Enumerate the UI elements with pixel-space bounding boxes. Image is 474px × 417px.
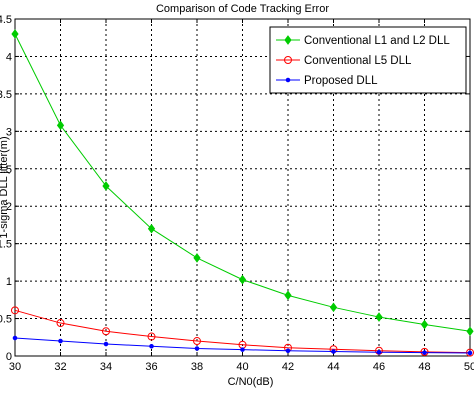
data-point-l1-l2-dll: [420, 319, 429, 330]
data-point-proposed-dll: [194, 346, 200, 351]
x-tick-label: 40: [236, 361, 248, 373]
data-point-proposed-dll: [149, 343, 154, 349]
data-point-l5-dll: [420, 347, 429, 356]
x-tick-label: 50: [464, 361, 474, 373]
x-tick-label: 48: [418, 361, 430, 373]
data-point-proposed-dll: [422, 350, 427, 355]
legend-marker-l5-dll: [284, 56, 292, 64]
y-tick-label: 4: [6, 51, 12, 63]
data-point-proposed-dll: [376, 349, 382, 355]
data-point-l5-dll: [193, 337, 201, 346]
y-axis-label: 1-sigma DLL jitter(m): [0, 136, 10, 238]
legend: Conventional L1 and L2 DLL Conventional L…: [269, 26, 467, 94]
legend-label-l1-l2-dll: Conventional L1 and L2 DLL: [304, 35, 450, 47]
y-tick-label: 3: [6, 126, 12, 138]
data-point-l5-dll: [102, 327, 110, 336]
x-tick-label: 46: [373, 361, 385, 373]
x-tick-label: 36: [145, 361, 157, 373]
x-tick-label: 30: [9, 361, 21, 373]
data-point-l5-dll: [56, 319, 65, 328]
y-tick-label: 2: [6, 201, 12, 213]
data-point-proposed-dll: [58, 338, 63, 344]
y-tick-label: 0: [6, 351, 12, 363]
data-point-l5-dll: [147, 332, 156, 341]
data-point-l1-l2-dll: [329, 302, 338, 313]
data-point-l1-l2-dll: [11, 29, 19, 39]
y-tick-label: 2.5: [0, 164, 12, 176]
legend-box: [269, 26, 467, 94]
data-point-l5-dll: [11, 306, 19, 315]
y-tick-label: 0.5: [0, 314, 12, 326]
legend-marker-l1-l2-dll: [284, 35, 292, 45]
x-tick-label: 34: [100, 361, 112, 373]
y-tick-label: 3.5: [0, 89, 12, 101]
data-point-l1-l2-dll: [466, 326, 474, 337]
data-point-proposed-dll: [331, 349, 336, 354]
data-point-l1-l2-dll: [375, 312, 383, 322]
y-tick-label: 4.5: [0, 14, 12, 26]
data-point-proposed-dll: [285, 348, 291, 354]
chart: 30 32 34 36 38 40 42 44 46 48 50 0 0.5 1 1.5 2 2.5 3 3.5 4 4…: [0, 3, 474, 388]
x-tick-label: 42: [282, 361, 294, 373]
data-point-proposed-dll: [240, 347, 245, 352]
legend-label-proposed-dll: Proposed DLL: [304, 75, 378, 87]
data-point-proposed-dll: [467, 350, 473, 356]
y-tick-label: 1: [6, 276, 12, 288]
data-point-l1-l2-dll: [56, 120, 65, 131]
data-point-l1-l2-dll: [284, 290, 292, 301]
legend-label-l5-dll: Conventional L5 DLL: [304, 55, 412, 67]
series-line-l5-dll: [14, 309, 471, 354]
data-point-l1-l2-dll: [238, 274, 247, 285]
legend-marker-proposed-dll: [285, 77, 291, 83]
x-tick-label: 32: [54, 361, 66, 373]
y-tick-label: 1.5: [0, 239, 12, 251]
x-axis-label: C/N0(dB): [228, 376, 274, 388]
x-tick-label: 38: [191, 361, 203, 373]
data-point-proposed-dll: [103, 341, 109, 347]
data-point-l1-l2-dll: [102, 181, 110, 191]
x-tick-label: 44: [327, 361, 339, 373]
data-point-l1-l2-dll: [193, 253, 201, 263]
data-point-proposed-dll: [12, 335, 18, 341]
chart-title: Comparison of Code Tracking Error: [156, 3, 329, 15]
data-point-l1-l2-dll: [147, 223, 156, 234]
